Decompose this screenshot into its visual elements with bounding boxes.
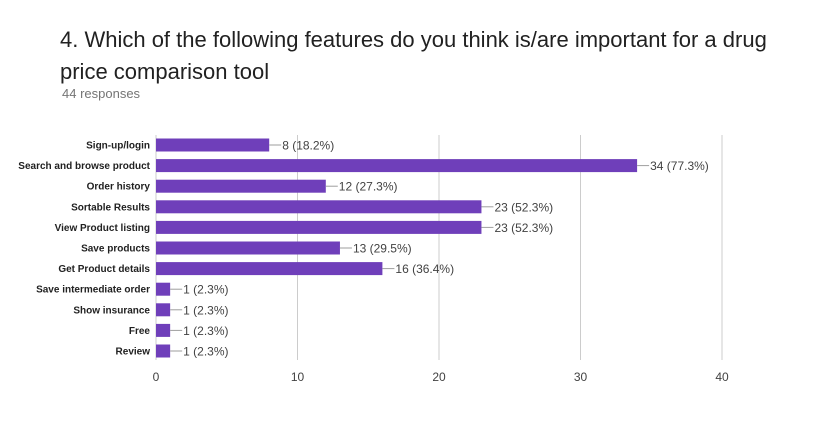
category-label: View Product listing bbox=[55, 223, 150, 234]
bar bbox=[156, 138, 270, 152]
response-count: 44 responses bbox=[62, 86, 141, 101]
data-label: 13 (29.5%) bbox=[353, 242, 412, 256]
x-tick-label: 30 bbox=[574, 370, 588, 384]
data-label: 8 (18.2%) bbox=[282, 139, 334, 153]
category-label: Save products bbox=[81, 244, 150, 255]
data-label: 12 (27.3%) bbox=[339, 180, 398, 194]
data-label: 1 (2.3%) bbox=[183, 345, 228, 359]
bar bbox=[156, 282, 171, 296]
category-label: Get Product details bbox=[58, 264, 150, 275]
data-label: 1 (2.3%) bbox=[183, 324, 228, 338]
category-label: Order history bbox=[87, 182, 151, 193]
x-tick-label: 20 bbox=[432, 370, 446, 384]
category-label: Save intermediate order bbox=[36, 285, 150, 296]
category-label: Sortable Results bbox=[71, 202, 150, 213]
category-label: Review bbox=[116, 347, 151, 358]
category-label: Sign-up/login bbox=[86, 141, 150, 152]
bar bbox=[156, 241, 340, 255]
data-label: 23 (52.3%) bbox=[494, 200, 553, 214]
bar bbox=[156, 262, 383, 276]
data-label: 16 (36.4%) bbox=[395, 262, 454, 276]
data-label: 34 (77.3%) bbox=[650, 159, 709, 173]
bar bbox=[156, 200, 482, 214]
x-tick-label: 40 bbox=[715, 370, 729, 384]
x-tick-label: 10 bbox=[291, 370, 305, 384]
x-tick-label: 0 bbox=[153, 370, 160, 384]
data-label: 1 (2.3%) bbox=[183, 303, 228, 317]
bar bbox=[156, 323, 171, 337]
bar bbox=[156, 344, 171, 358]
bar bbox=[156, 179, 326, 193]
bar bbox=[156, 303, 171, 317]
data-label: 23 (52.3%) bbox=[494, 221, 553, 235]
question-title: 4. Which of the following features do yo… bbox=[60, 27, 767, 84]
category-label: Search and browse product bbox=[18, 161, 150, 172]
data-label: 1 (2.3%) bbox=[183, 283, 228, 297]
bar bbox=[156, 159, 638, 173]
category-label: Free bbox=[129, 326, 151, 337]
category-label: Show insurance bbox=[73, 305, 150, 316]
bar bbox=[156, 220, 482, 234]
